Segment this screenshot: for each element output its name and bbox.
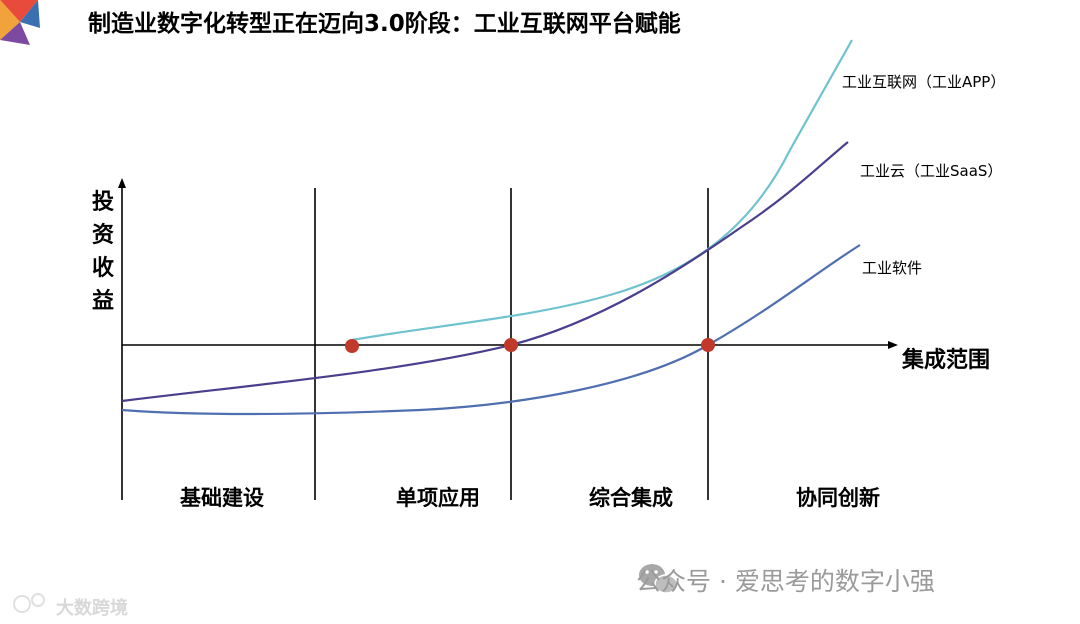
stage-label-3: 综合集成 <box>589 486 673 510</box>
stage-label-2: 单项应用 <box>396 486 480 510</box>
stage-label-4: 协同创新 <box>796 486 880 510</box>
stage-label-1: 基础建设 <box>180 486 264 510</box>
y-axis-label-char: 益 <box>92 288 114 314</box>
y-axis-label-char: 收 <box>92 255 114 281</box>
watermark-brand: 大数跨境 <box>56 598 128 619</box>
x-axis-arrow <box>888 341 898 349</box>
marker-point-1 <box>345 339 359 353</box>
marker-point-3 <box>701 338 715 352</box>
marker-point-2 <box>504 338 518 352</box>
curve-label-industrial-cloud: 工业云（工业SaaS） <box>860 162 1002 180</box>
logo-fragment <box>0 0 40 45</box>
curve-industrial-cloud <box>121 141 849 403</box>
wechat-icon <box>639 564 678 594</box>
page-title: 制造业数字化转型正在迈向3.0阶段：工业互联网平台赋能 <box>88 11 681 37</box>
curve-label-industrial-internet: 工业互联网（工业APP） <box>842 73 1005 91</box>
curve-industrial-software <box>121 244 861 416</box>
watermark-logo-icon <box>13 593 45 613</box>
y-axis-arrow <box>118 178 126 188</box>
watermark-account: 公众号 · 爱思考的数字小强 <box>636 567 935 596</box>
curve-label-industrial-software: 工业软件 <box>862 259 922 277</box>
y-axis-label-char: 资 <box>92 223 114 248</box>
x-axis-label: 集成范围 <box>901 347 990 373</box>
y-axis-label-char: 投 <box>92 190 114 215</box>
curve-industrial-internet <box>351 39 853 342</box>
